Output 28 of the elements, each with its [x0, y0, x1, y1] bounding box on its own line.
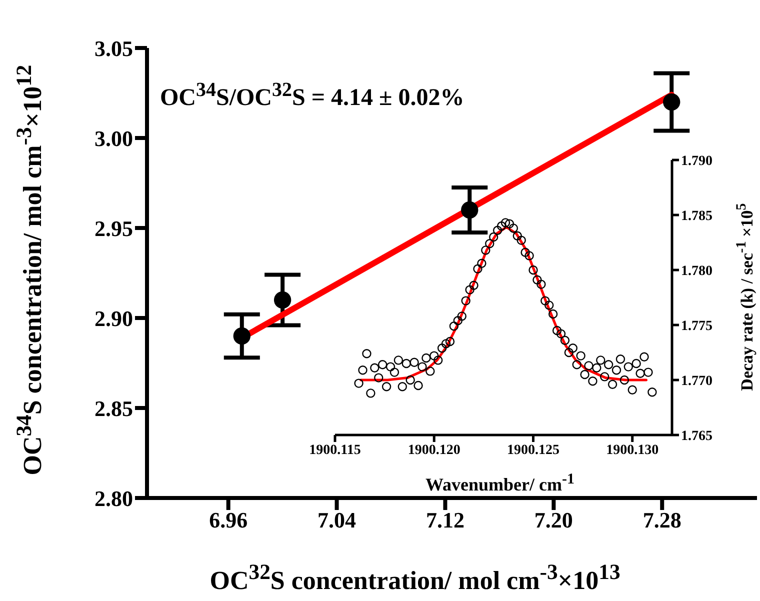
- y2-tick-label: 1.770: [681, 374, 712, 389]
- y-tick-label: 2.80: [94, 486, 133, 511]
- y2-tick-label: 1.775: [681, 318, 712, 334]
- y-tick-label: 3.00: [94, 126, 133, 151]
- x-tick-label: 6.96: [209, 508, 248, 533]
- y-tick-label: 2.95: [94, 216, 133, 241]
- x-tick-label: 1900.130: [606, 442, 659, 458]
- y-tick-label: 2.90: [94, 306, 133, 331]
- y2-tick-label: 1.765: [681, 428, 712, 444]
- x-axis-title: Wavenumber/ cm$^{-1}$: [426, 472, 574, 494]
- x-tick-label: 1900.115: [309, 442, 361, 458]
- point: [461, 201, 478, 219]
- x-tick-label: 7.04: [318, 508, 356, 533]
- y-tick-label: 3.05: [94, 36, 133, 61]
- x-tick-label: 1900.125: [506, 442, 560, 458]
- x-tick-label: 1900.120: [408, 442, 460, 458]
- point: [233, 327, 250, 345]
- x-tick-label: 7.28: [642, 508, 682, 533]
- annotation: OC$^{34}$S/OC$^{32}$S = 4.14 ± 0.02%: [160, 79, 464, 111]
- y2-tick-label: 1.780: [681, 264, 712, 279]
- y2-tick-label: 1.785: [681, 208, 712, 224]
- x-axis-title: OC$^{32}$S concentration/ mol cm$^{-3}$×10$^{13}$: [210, 560, 620, 595]
- y2-tick-label: 1.790: [681, 154, 712, 169]
- x-tick-label: 7.12: [426, 508, 464, 533]
- x-tick-label: 7.20: [534, 508, 573, 533]
- point: [663, 93, 680, 111]
- y-tick-label: 2.85: [94, 396, 133, 421]
- point: [274, 291, 292, 309]
